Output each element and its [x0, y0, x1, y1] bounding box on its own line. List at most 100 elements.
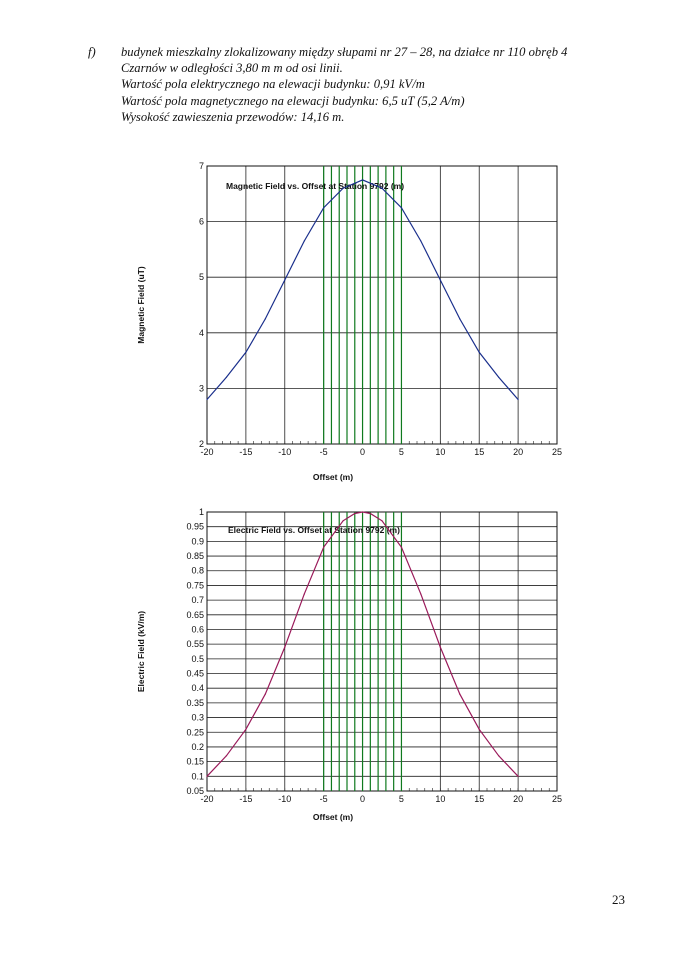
y-tick-label: 0.6	[191, 624, 204, 634]
data-point	[303, 593, 305, 595]
y-tick-label: 0.95	[186, 522, 204, 532]
y-tick-label: 3	[199, 383, 204, 393]
x-tick-label: 0	[360, 794, 365, 804]
y-tick-label: 6	[199, 217, 204, 227]
building-description: f) budynek mieszkalny zlokalizowany międ…	[88, 44, 648, 125]
x-tick-label: 10	[435, 794, 445, 804]
data-point	[303, 240, 305, 242]
y-tick-label: 0.7	[191, 595, 204, 605]
data-point	[323, 546, 325, 548]
data-point	[459, 318, 461, 320]
data-point	[369, 512, 371, 515]
data-point	[459, 693, 461, 695]
data-point	[342, 187, 344, 189]
chart-title: Magnetic Field vs. Offset at Station 979…	[226, 181, 404, 191]
data-point	[206, 398, 208, 401]
y-tick-label: 0.3	[191, 713, 204, 723]
list-marker: f)	[88, 45, 96, 59]
y-tick-label: 0.15	[186, 757, 204, 767]
x-axis-label: Offset (m)	[313, 812, 353, 822]
data-point	[225, 755, 228, 757]
data-point	[478, 351, 480, 353]
y-tick-label: 1	[199, 507, 204, 517]
x-tick-label: -5	[320, 794, 328, 804]
y-tick-label: 0.4	[191, 683, 204, 693]
x-tick-label: -10	[278, 447, 291, 457]
data-point	[381, 187, 383, 189]
text-line-1: budynek mieszkalny zlokalizowany między …	[121, 45, 568, 59]
y-tick-label: 0.5	[191, 654, 204, 664]
x-tick-label: 0	[360, 447, 365, 457]
data-point	[245, 728, 247, 730]
y-tick-label: 0.85	[186, 551, 204, 561]
text-line-5: Wysokość zawieszenia przewodów: 14,16 m.	[121, 109, 345, 124]
y-tick-label: 0.25	[186, 727, 204, 737]
x-tick-label: -15	[239, 447, 252, 457]
y-tick-label: 0.65	[186, 610, 204, 620]
data-point	[245, 351, 247, 353]
x-tick-label: 25	[552, 794, 562, 804]
y-tick-label: 0.8	[191, 566, 204, 576]
data-point	[206, 775, 208, 777]
x-tick-label: -20	[200, 794, 213, 804]
chart-title: Electric Field vs. Offset at Station 979…	[228, 525, 400, 535]
data-point	[498, 376, 500, 378]
text-line-4: Wartość pola magnetycznego na elewacji b…	[121, 93, 465, 108]
series-line	[206, 179, 519, 400]
data-point	[420, 593, 422, 595]
x-tick-label: 20	[513, 447, 523, 457]
data-point	[498, 755, 500, 757]
data-point	[354, 512, 356, 515]
data-point	[439, 279, 441, 281]
y-axis-label: Magnetic Field (uT)	[136, 266, 146, 344]
y-tick-label: 0.35	[186, 698, 204, 708]
data-point	[439, 646, 441, 648]
data-point	[400, 546, 403, 548]
y-tick-label: 0.05	[186, 786, 204, 796]
page-number: 23	[612, 892, 625, 907]
y-tick-label: 0.55	[186, 639, 204, 649]
x-tick-label: -5	[320, 447, 328, 457]
x-tick-label: -15	[239, 794, 252, 804]
data-point	[264, 318, 266, 320]
y-tick-label: 0.45	[186, 669, 204, 679]
data-point	[361, 511, 364, 513]
data-point	[400, 207, 403, 209]
y-tick-label: 2	[199, 439, 204, 449]
data-point	[264, 693, 266, 695]
data-point	[225, 376, 228, 378]
data-point	[381, 520, 383, 522]
x-tick-label: -20	[200, 447, 213, 457]
data-point	[517, 775, 519, 777]
x-tick-label: 15	[474, 794, 484, 804]
data-point	[323, 207, 325, 209]
y-tick-label: 0.1	[191, 771, 204, 781]
data-point	[478, 728, 480, 730]
data-point	[517, 398, 519, 401]
x-tick-label: 5	[399, 794, 404, 804]
data-point	[342, 520, 344, 522]
x-tick-label: 20	[513, 794, 523, 804]
y-tick-label: 5	[199, 272, 204, 282]
y-axis-label: Electric Field (kV/m)	[136, 611, 146, 692]
x-tick-label: -10	[278, 794, 291, 804]
data-point	[284, 279, 286, 281]
y-tick-label: 0.2	[191, 742, 204, 752]
y-tick-label: 0.9	[191, 536, 204, 546]
x-tick-label: 15	[474, 447, 484, 457]
data-point	[284, 646, 286, 648]
plot-frame	[206, 165, 558, 445]
y-tick-label: 0.75	[186, 580, 204, 590]
y-tick-label: 7	[199, 161, 204, 171]
plot-frame	[206, 511, 558, 792]
y-tick-label: 4	[199, 328, 204, 338]
data-point	[420, 240, 422, 242]
data-point	[361, 179, 364, 181]
x-tick-label: 10	[435, 447, 445, 457]
x-axis-label: Offset (m)	[313, 472, 353, 482]
x-tick-label: 25	[552, 447, 562, 457]
text-line-2: Czarnów w odległości 3,80 m m od osi lin…	[121, 61, 343, 76]
series-line	[206, 511, 519, 777]
